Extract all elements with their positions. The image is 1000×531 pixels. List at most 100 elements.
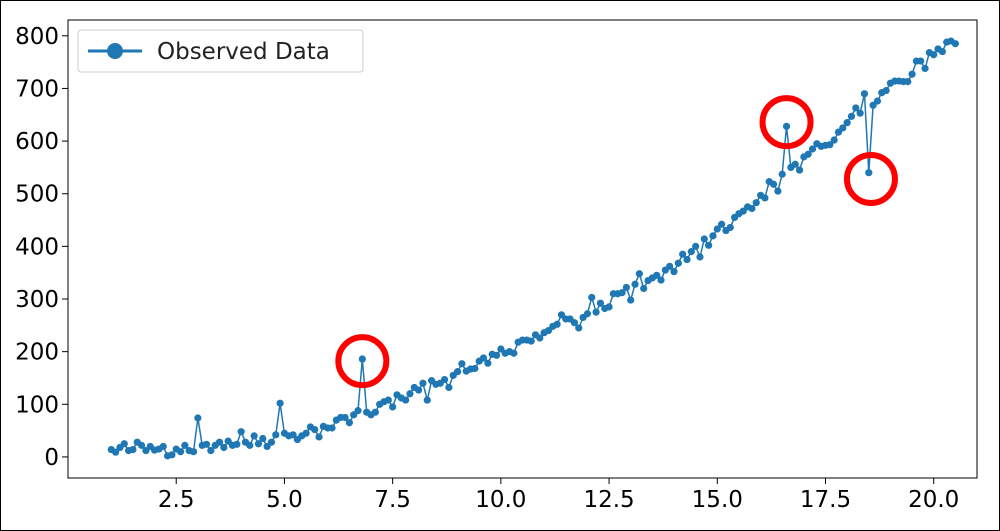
legend-marker-sample bbox=[107, 43, 123, 59]
data-point bbox=[709, 232, 717, 240]
data-point bbox=[440, 375, 449, 384]
data-point bbox=[159, 442, 167, 451]
data-point bbox=[289, 431, 297, 439]
y-tick-label: 400 bbox=[15, 234, 59, 260]
data-point bbox=[129, 445, 137, 454]
data-point bbox=[726, 223, 734, 232]
data-point bbox=[930, 51, 938, 59]
data-point bbox=[402, 396, 410, 404]
y-tick-label: 600 bbox=[15, 129, 59, 155]
data-point bbox=[705, 241, 713, 249]
data-point bbox=[341, 413, 349, 422]
data-point bbox=[406, 390, 414, 398]
y-tick-label: 100 bbox=[15, 392, 59, 418]
data-point bbox=[510, 349, 518, 357]
y-axis: 0 100 200 300 400 500 600 700 800 bbox=[15, 24, 68, 471]
data-point bbox=[774, 187, 782, 195]
x-tick-label: 5.0 bbox=[266, 487, 303, 513]
data-point bbox=[605, 303, 613, 311]
x-tick-label: 7.5 bbox=[374, 487, 411, 513]
data-point bbox=[592, 308, 600, 316]
data-point bbox=[640, 284, 648, 293]
data-point bbox=[791, 160, 799, 168]
data-point bbox=[826, 141, 834, 149]
data-point bbox=[189, 448, 198, 456]
data-point bbox=[536, 334, 544, 342]
data-point bbox=[484, 359, 492, 367]
data-point bbox=[575, 324, 583, 332]
data-point bbox=[692, 242, 700, 250]
data-point bbox=[112, 448, 120, 456]
data-point bbox=[479, 354, 488, 362]
data-point bbox=[583, 310, 592, 318]
data-point bbox=[852, 104, 860, 112]
data-point bbox=[748, 204, 756, 213]
data-point bbox=[657, 276, 665, 284]
data-point bbox=[700, 235, 708, 243]
data-point bbox=[921, 64, 929, 73]
data-point bbox=[302, 429, 310, 437]
data-point bbox=[683, 255, 691, 264]
data-point bbox=[843, 119, 851, 127]
data-point bbox=[311, 425, 319, 434]
data-point bbox=[839, 124, 847, 132]
data-point bbox=[237, 428, 245, 436]
data-point bbox=[445, 383, 453, 392]
y-tick-label: 0 bbox=[44, 445, 59, 471]
data-point bbox=[882, 86, 890, 95]
data-point bbox=[570, 319, 579, 327]
data-point bbox=[631, 280, 639, 288]
legend-box bbox=[77, 29, 364, 73]
x-tick-label: 17.5 bbox=[800, 487, 851, 513]
data-point bbox=[856, 109, 864, 117]
data-point bbox=[276, 399, 284, 407]
data-point bbox=[596, 299, 605, 307]
data-point bbox=[718, 220, 726, 228]
data-point bbox=[250, 432, 258, 440]
data-point bbox=[804, 150, 812, 158]
data-point bbox=[865, 169, 873, 177]
x-tick-label: 2.5 bbox=[158, 487, 195, 513]
data-point bbox=[492, 351, 501, 359]
data-point bbox=[795, 166, 804, 174]
data-point bbox=[453, 368, 462, 376]
legend-label: Observed Data bbox=[157, 39, 330, 65]
data-point bbox=[618, 289, 626, 297]
outlier-highlight-circle bbox=[759, 95, 814, 150]
data-point bbox=[778, 170, 786, 178]
y-tick-label: 500 bbox=[15, 182, 59, 208]
data-point bbox=[358, 355, 366, 363]
x-tick-label: 10.0 bbox=[475, 487, 526, 513]
data-point bbox=[830, 136, 838, 144]
y-tick-label: 800 bbox=[15, 24, 59, 50]
x-tick-label: 20.0 bbox=[908, 487, 959, 513]
data-point bbox=[419, 379, 427, 387]
data-point bbox=[752, 199, 760, 207]
data-point bbox=[120, 440, 128, 448]
data-point bbox=[181, 441, 189, 449]
data-point bbox=[674, 259, 682, 267]
y-tick-label: 300 bbox=[15, 287, 59, 313]
data-point bbox=[415, 386, 423, 394]
data-point bbox=[215, 438, 224, 446]
data-point bbox=[761, 194, 769, 202]
data-point bbox=[782, 122, 791, 130]
data-point bbox=[527, 337, 535, 345]
data-point bbox=[176, 448, 185, 456]
data-point bbox=[670, 268, 678, 276]
data-point bbox=[315, 433, 323, 441]
data-point bbox=[254, 440, 263, 448]
outlier-highlight-circle bbox=[843, 151, 898, 206]
data-point bbox=[458, 360, 466, 368]
data-point bbox=[168, 451, 176, 459]
data-point bbox=[233, 440, 241, 448]
data-point bbox=[860, 90, 869, 98]
data-point bbox=[384, 396, 392, 404]
x-axis: 2.5 5.0 7.5 10.0 12.5 15.0 17.5 20.0 bbox=[158, 478, 959, 513]
x-tick-label: 12.5 bbox=[583, 487, 634, 513]
data-point bbox=[917, 57, 925, 65]
data-point bbox=[635, 270, 643, 278]
data-point bbox=[808, 145, 817, 153]
data-point bbox=[423, 396, 431, 404]
